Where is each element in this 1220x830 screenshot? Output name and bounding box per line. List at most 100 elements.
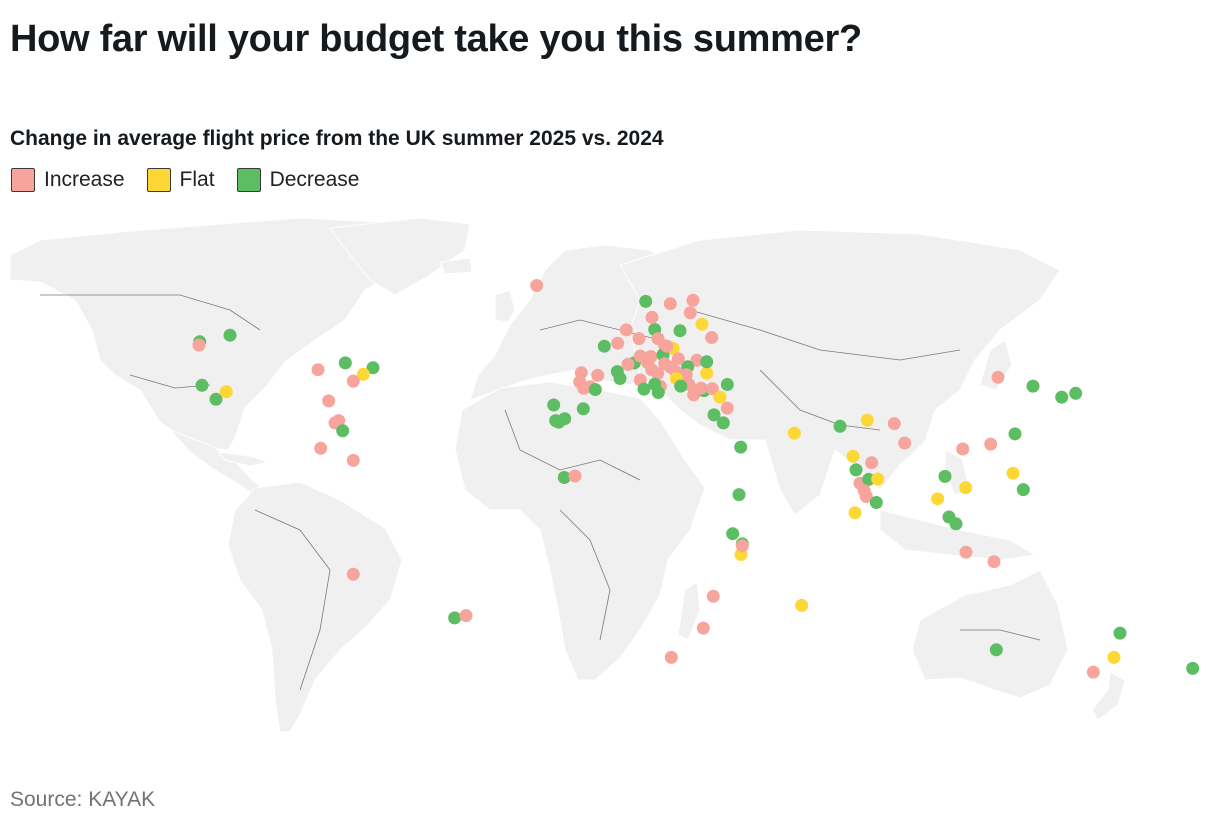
destination-marker-flat (846, 449, 860, 463)
destination-marker-decrease (209, 392, 223, 406)
destination-marker-increase (686, 293, 700, 307)
landmass-south-america (227, 481, 403, 733)
destination-marker-increase (683, 306, 697, 320)
destination-marker-decrease (1026, 379, 1040, 393)
destination-marker-increase (663, 297, 677, 311)
destination-marker-decrease (949, 517, 963, 531)
destination-marker-decrease (613, 372, 627, 385)
destination-marker-decrease (732, 488, 746, 502)
destination-marker-flat (713, 390, 727, 404)
landmass-iceland (439, 257, 473, 275)
destination-marker-decrease (726, 527, 740, 541)
destination-marker-decrease (597, 339, 611, 353)
destination-marker-decrease (338, 356, 352, 370)
destination-marker-flat (848, 506, 862, 520)
world-map (0, 210, 1220, 745)
world-map-svg (9, 217, 1200, 733)
destination-marker-decrease (557, 471, 571, 484)
legend-swatch-flat (146, 168, 171, 192)
landmass-australia (911, 569, 1069, 699)
destination-marker-decrease (547, 398, 561, 412)
destination-marker-increase (705, 382, 719, 396)
destination-marker-increase (611, 336, 625, 350)
destination-marker-increase (664, 650, 678, 664)
destination-marker-decrease (588, 383, 602, 396)
destination-marker-decrease (648, 377, 662, 391)
destination-marker-increase (706, 589, 720, 603)
destination-marker-decrease (1008, 427, 1022, 441)
landmass-madagascar (677, 581, 701, 641)
destination-marker-increase (690, 353, 704, 367)
source-note: Source: KAYAK (10, 788, 156, 811)
destination-marker-decrease (989, 643, 1003, 657)
destination-marker-flat (959, 481, 973, 495)
destination-marker-decrease (673, 324, 687, 338)
destination-marker-decrease (639, 294, 653, 308)
chart-title: How far will your budget take you this s… (10, 18, 862, 60)
destination-marker-decrease (938, 469, 952, 483)
destination-marker-decrease (716, 416, 730, 430)
destination-marker-flat (860, 413, 874, 427)
destination-marker-increase (621, 357, 635, 371)
destination-marker-increase (694, 381, 708, 395)
chart-subtitle: Change in average flight price from the … (10, 127, 664, 150)
destination-marker-decrease (448, 611, 462, 625)
destination-marker-decrease (558, 412, 572, 426)
destination-marker-decrease (195, 378, 209, 392)
destination-marker-decrease (707, 408, 721, 422)
destination-markers (192, 279, 1200, 679)
legend-item-decrease: Decrease (236, 168, 360, 192)
destination-marker-flat (219, 385, 233, 399)
destination-marker-decrease (1055, 390, 1069, 404)
destination-marker-increase (322, 394, 336, 408)
landmass-north-america (9, 217, 421, 451)
destination-marker-decrease (576, 402, 590, 416)
landmass-africa (454, 381, 706, 681)
destination-marker-flat (871, 472, 885, 486)
destination-marker-increase (346, 567, 360, 581)
destination-marker-increase (574, 366, 588, 380)
destination-marker-decrease (223, 328, 237, 342)
destination-marker-increase (346, 374, 360, 388)
destination-marker-decrease (1016, 483, 1030, 497)
destination-marker-increase (619, 323, 633, 337)
legend-swatch-decrease (236, 168, 261, 192)
destination-marker-increase (959, 545, 973, 559)
destination-marker-decrease (336, 424, 350, 438)
destination-marker-increase (1086, 665, 1100, 679)
destination-marker-increase (705, 331, 719, 344)
legend: Increase Flat Decrease (11, 168, 359, 192)
destination-marker-increase (192, 338, 206, 352)
destination-marker-increase (633, 349, 647, 363)
legend-label-flat: Flat (179, 168, 215, 191)
destination-marker-flat (695, 317, 709, 331)
destination-marker-increase (679, 368, 693, 382)
destination-marker-increase (956, 442, 970, 456)
destination-marker-increase (991, 370, 1005, 384)
destination-marker-decrease (720, 378, 734, 391)
destination-marker-increase (632, 332, 646, 346)
legend-swatch-increase (11, 168, 35, 192)
legend-label-decrease: Decrease (269, 168, 360, 191)
destination-marker-increase (645, 310, 659, 324)
destination-marker-increase (865, 456, 879, 470)
destination-marker-increase (984, 437, 998, 451)
destination-marker-flat (356, 367, 370, 381)
destination-marker-increase (671, 352, 685, 366)
destination-marker-increase (346, 453, 360, 467)
destination-marker-increase (311, 363, 325, 377)
destination-marker-decrease (869, 496, 883, 509)
legend-label-increase: Increase (44, 168, 125, 191)
destination-marker-decrease (734, 440, 748, 454)
destination-marker-decrease (849, 463, 863, 477)
destination-marker-decrease (700, 355, 714, 369)
destination-marker-increase (651, 367, 665, 380)
legend-item-flat: Flat (146, 168, 215, 192)
destination-marker-increase (459, 609, 473, 623)
destination-marker-decrease (1113, 626, 1127, 640)
destination-marker-decrease (1186, 661, 1200, 675)
destination-marker-increase (568, 469, 582, 483)
destination-marker-decrease (366, 361, 380, 375)
destination-marker-decrease (637, 382, 651, 396)
landmass-greenland (329, 217, 471, 296)
